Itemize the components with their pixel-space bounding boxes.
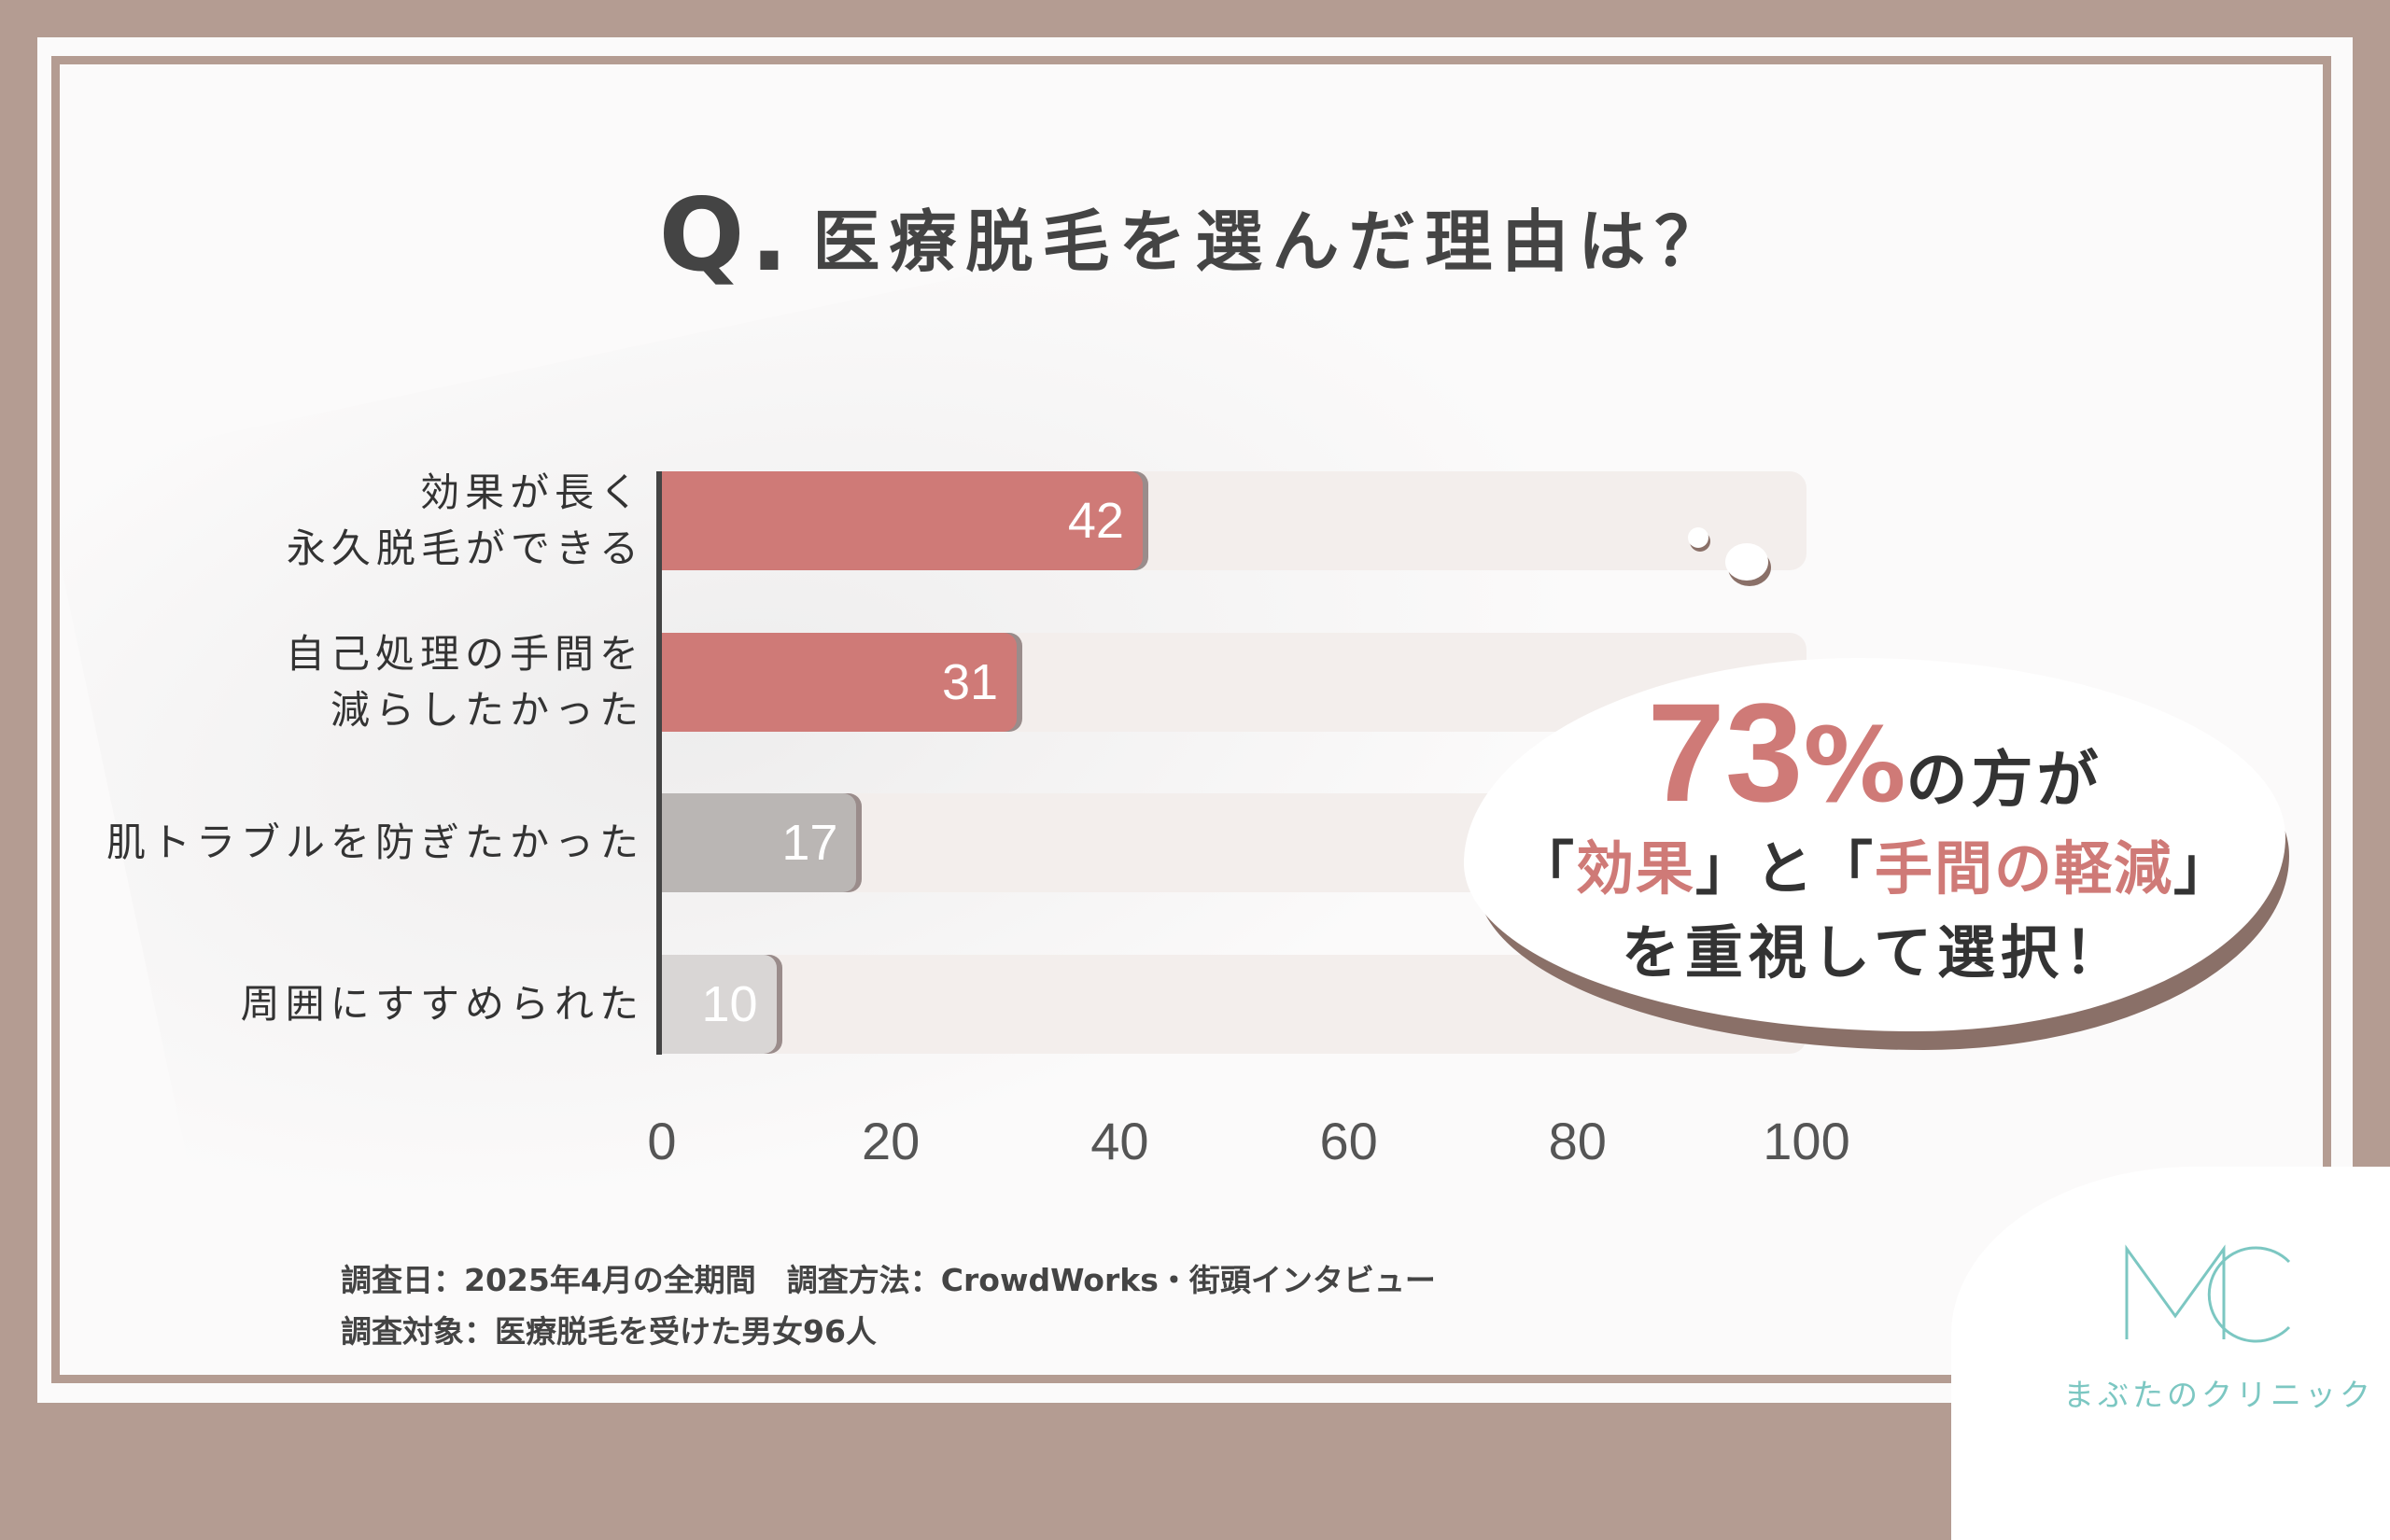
survey-note-2: 調査対象：医療脱毛を受けた男女96人 [341, 1313, 877, 1350]
callout-bracket-close: 」 [2173, 834, 2234, 903]
category-label: 肌トラブルを防ぎたかった [106, 815, 644, 871]
callout-bubble [1464, 658, 2285, 1031]
bar [662, 793, 857, 892]
bubble-dot-small [1688, 527, 1708, 548]
callout-percent-sign: % [1803, 706, 1906, 825]
callout-connector: 」と「 [1694, 834, 1875, 903]
data-label: 42 [1067, 493, 1124, 549]
callout-bracket-open: 「 [1515, 834, 1576, 903]
x-tick-label: 20 [862, 1112, 921, 1170]
category-label-line: 肌トラブルを防ぎたかった [105, 819, 644, 865]
mc-logo-icon [2125, 1244, 2291, 1343]
x-tick-label: 60 [1319, 1112, 1378, 1170]
inner-frame [51, 56, 2331, 1383]
callout-line-2: 「効果」と「手間の軽減」 [1464, 821, 2285, 905]
callout-line-1: 73%の方が [1464, 672, 2285, 833]
category-label-line: 効果が長く [419, 469, 644, 515]
callout-highlight-effort: 手間の軽減 [1875, 834, 2174, 903]
category-label: 自己処理の手間を減らしたかった [286, 626, 644, 738]
category-label-line: 自己処理の手間を [285, 631, 644, 677]
logo-name: まぶたのクリニック [2063, 1377, 2374, 1413]
callout-line-3: を重視して選択！ [1621, 918, 2129, 987]
category-label: 周囲にすすめられた [241, 976, 644, 1032]
bar [662, 471, 1143, 570]
bar [662, 633, 1018, 732]
bubble-dot-large [1725, 543, 1768, 581]
x-tick-label: 0 [647, 1112, 677, 1170]
category-label: 効果が長く永久脱毛ができる [287, 465, 644, 577]
x-tick-label: 100 [1763, 1112, 1850, 1170]
data-label: 10 [701, 976, 758, 1032]
callout-line1-rest: の方が [1905, 744, 2102, 816]
logo-background [1951, 1167, 2390, 1540]
category-label-line: 減らしたかった [330, 687, 644, 733]
callout-highlight-effect: 効果 [1575, 834, 1695, 903]
title-text: 医療脱毛を選んだ理由は？ [812, 203, 1732, 281]
y-axis-line [656, 471, 662, 1055]
category-label-line: 周囲にすすめられた [240, 981, 644, 1027]
category-label-line: 永久脱毛ができる [286, 525, 644, 571]
survey-note-1: 調査日：2025年4月の全期間 調査方法：CrowdWorks・街頭インタビュー [341, 1262, 1436, 1298]
page-title: Q. 医療脱毛を選んだ理由は？ [0, 177, 2390, 294]
data-label: 31 [941, 654, 999, 710]
bar [662, 955, 777, 1054]
title-q: Q. [658, 177, 794, 294]
callout-percent: 73 [1647, 674, 1804, 831]
data-label: 17 [781, 815, 838, 871]
x-tick-label: 40 [1090, 1112, 1149, 1170]
x-tick-label: 80 [1548, 1112, 1607, 1170]
